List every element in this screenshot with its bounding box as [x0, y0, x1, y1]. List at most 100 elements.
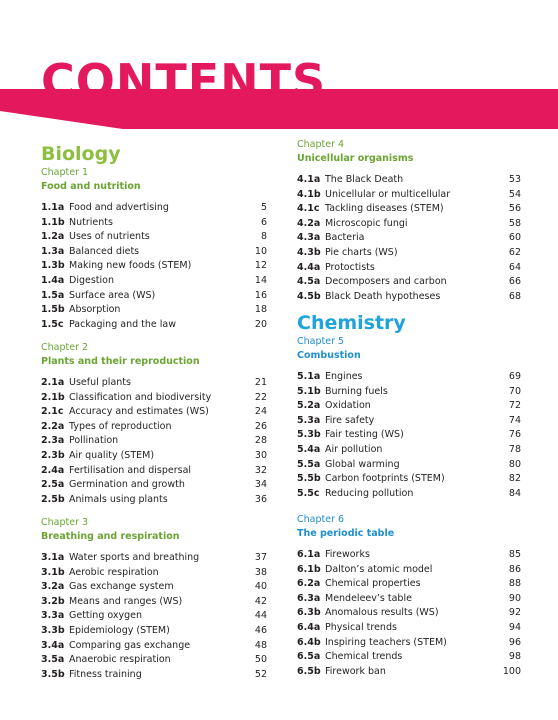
- toc-entry: 3.2b Means and ranges (WS) 42: [41, 595, 267, 609]
- chapter-title: Combustion: [297, 350, 361, 361]
- entry-code: 3.1b: [41, 566, 65, 578]
- entry-code: 5.3a: [297, 414, 321, 426]
- entry-title: Carbon footprints (STEM): [325, 473, 445, 485]
- entry-title: Pie charts (WS): [325, 247, 398, 258]
- entry-page-number: 18: [254, 304, 267, 316]
- toc-entry: 6.3a Mendeleev’s table 90: [297, 592, 521, 606]
- toc-entry: 4.3b Pie charts (WS) 62: [297, 246, 521, 260]
- chapter-title: Food and nutrition: [41, 181, 141, 192]
- entry-title: Chemical trends: [325, 651, 403, 663]
- entry-title: Nutrients: [69, 216, 113, 228]
- entry-code: 2.4a: [41, 464, 65, 476]
- toc-entry: 6.5a Chemical trends 98: [297, 650, 521, 664]
- entry-page-number: 100: [502, 665, 521, 677]
- right-column: Chemistry Chapter 4 Unicellular organisms…: [297, 0, 521, 720]
- entry-page-number: 82: [508, 473, 521, 485]
- toc-entry: 3.1b Aerobic respiration 38: [41, 566, 267, 580]
- entry-page-number: 36: [254, 493, 267, 505]
- entry-code: 6.3b: [297, 607, 321, 619]
- entry-page-number: 96: [508, 636, 521, 648]
- chapter-number: Chapter 1: [41, 167, 89, 178]
- toc-entry: 3.1a Water sports and breathing 37: [41, 551, 267, 565]
- toc-entry: 1.5b Absorption 18: [41, 303, 267, 317]
- entry-page-number: 88: [508, 578, 521, 590]
- toc-entry: 6.4b Inspiring teachers (STEM) 96: [297, 636, 521, 650]
- entry-code: 5.2a: [297, 400, 321, 412]
- toc-entry: 5.4a Air pollution 78: [297, 443, 521, 457]
- entry-title: Fire safety: [325, 414, 375, 426]
- entry-code: 1.3a: [41, 245, 65, 257]
- toc-entry: 1.2a Uses of nutrients 8: [41, 230, 267, 244]
- entry-page-number: 94: [508, 622, 521, 633]
- entry-code: 6.3a: [297, 592, 321, 604]
- entry-code: 6.2a: [297, 578, 321, 590]
- entry-title: Decomposers and carbon: [325, 276, 447, 288]
- entry-code: 4.1b: [297, 188, 321, 200]
- entry-page-number: 62: [508, 247, 521, 258]
- entry-page-number: 53: [508, 174, 521, 185]
- entry-title: Uses of nutrients: [69, 231, 150, 243]
- entry-title: Inspiring teachers (STEM): [325, 636, 447, 648]
- toc-entry: 4.2a Microscopic fungi 58: [297, 217, 521, 231]
- entry-title: Engines: [325, 371, 363, 382]
- entry-page-number: 34: [254, 479, 267, 491]
- chapter-title: Breathing and respiration: [41, 531, 180, 542]
- entry-page-number: 46: [254, 625, 267, 636]
- toc-entry: 3.3b Epidemiology (STEM) 46: [41, 624, 267, 638]
- entry-title: Means and ranges (WS): [69, 595, 183, 607]
- entry-title: Gas exchange system: [69, 581, 174, 593]
- entry-title: The Black Death: [325, 174, 404, 185]
- entry-title: Packaging and the law: [69, 318, 176, 330]
- entry-page-number: 16: [254, 289, 267, 301]
- entry-page-number: 42: [254, 595, 267, 607]
- entry-title: Fitness training: [69, 668, 142, 680]
- toc-entry: 2.3a Pollination 28: [41, 434, 267, 448]
- toc-entry: 4.5a Decomposers and carbon 66: [297, 275, 521, 289]
- entry-page-number: 56: [508, 203, 521, 215]
- toc-entry: 1.5c Packaging and the law 20: [41, 318, 267, 332]
- entry-title: Comparing gas exchange: [69, 639, 191, 651]
- entry-title: Air quality (STEM): [69, 450, 155, 461]
- entry-title: Useful plants: [69, 377, 131, 388]
- entry-code: 4.5a: [297, 276, 321, 288]
- entry-code: 1.3b: [41, 260, 65, 272]
- toc-entry: 5.1a Engines 69: [297, 370, 521, 384]
- left-column: Biology Chapter 1 Food and nutrition 1.1a F…: [41, 0, 267, 720]
- toc-entry: 4.1b Unicellular or multicellular 54: [297, 188, 521, 202]
- entry-code: 3.2b: [41, 595, 65, 607]
- entry-page-number: 6: [260, 216, 267, 228]
- toc-entry: 6.2a Chemical properties 88: [297, 577, 521, 591]
- toc-entry: 3.3a Getting oxygen 44: [41, 609, 267, 623]
- entry-page-number: 66: [508, 276, 521, 288]
- entry-page-number: 92: [508, 607, 521, 619]
- entry-title: Chemical properties: [325, 578, 421, 590]
- toc-entry: 2.5a Germination and growth 34: [41, 478, 267, 492]
- entry-code: 4.5b: [297, 290, 321, 302]
- entry-code: 1.5c: [41, 318, 64, 330]
- entry-code: 6.4b: [297, 636, 321, 648]
- entry-page-number: 21: [254, 377, 267, 388]
- toc-entry: 2.4a Fertilisation and dispersal 32: [41, 464, 267, 478]
- chapter-title: The periodic table: [297, 528, 395, 539]
- toc-entry: 4.1c Tackling diseases (STEM) 56: [297, 202, 521, 216]
- entry-code: 3.5a: [41, 654, 65, 666]
- entry-page-number: 72: [508, 400, 521, 412]
- toc-entry: 6.1b Dalton’s atomic model 86: [297, 563, 521, 577]
- entry-title: Burning fuels: [325, 385, 388, 397]
- entry-code: 6.5a: [297, 651, 321, 663]
- toc-entry: 4.5b Black Death hypotheses 68: [297, 290, 521, 304]
- entry-title: Making new foods (STEM): [69, 260, 192, 272]
- entry-code: 3.2a: [41, 581, 65, 593]
- entry-title: Anomalous results (WS): [325, 607, 439, 619]
- entry-title: Bacteria: [325, 232, 365, 244]
- entry-code: 4.4a: [297, 261, 321, 273]
- entry-page-number: 58: [508, 217, 521, 229]
- entry-code: 3.5b: [41, 668, 65, 680]
- entry-code: 6.4a: [297, 622, 321, 633]
- entry-code: 4.3b: [297, 247, 321, 258]
- entry-page-number: 85: [508, 549, 521, 560]
- entry-code: 2.3b: [41, 450, 65, 461]
- entry-title: Germination and growth: [69, 479, 185, 491]
- entry-page-number: 32: [254, 464, 267, 476]
- toc-entry: 1.3b Making new foods (STEM) 12: [41, 259, 267, 273]
